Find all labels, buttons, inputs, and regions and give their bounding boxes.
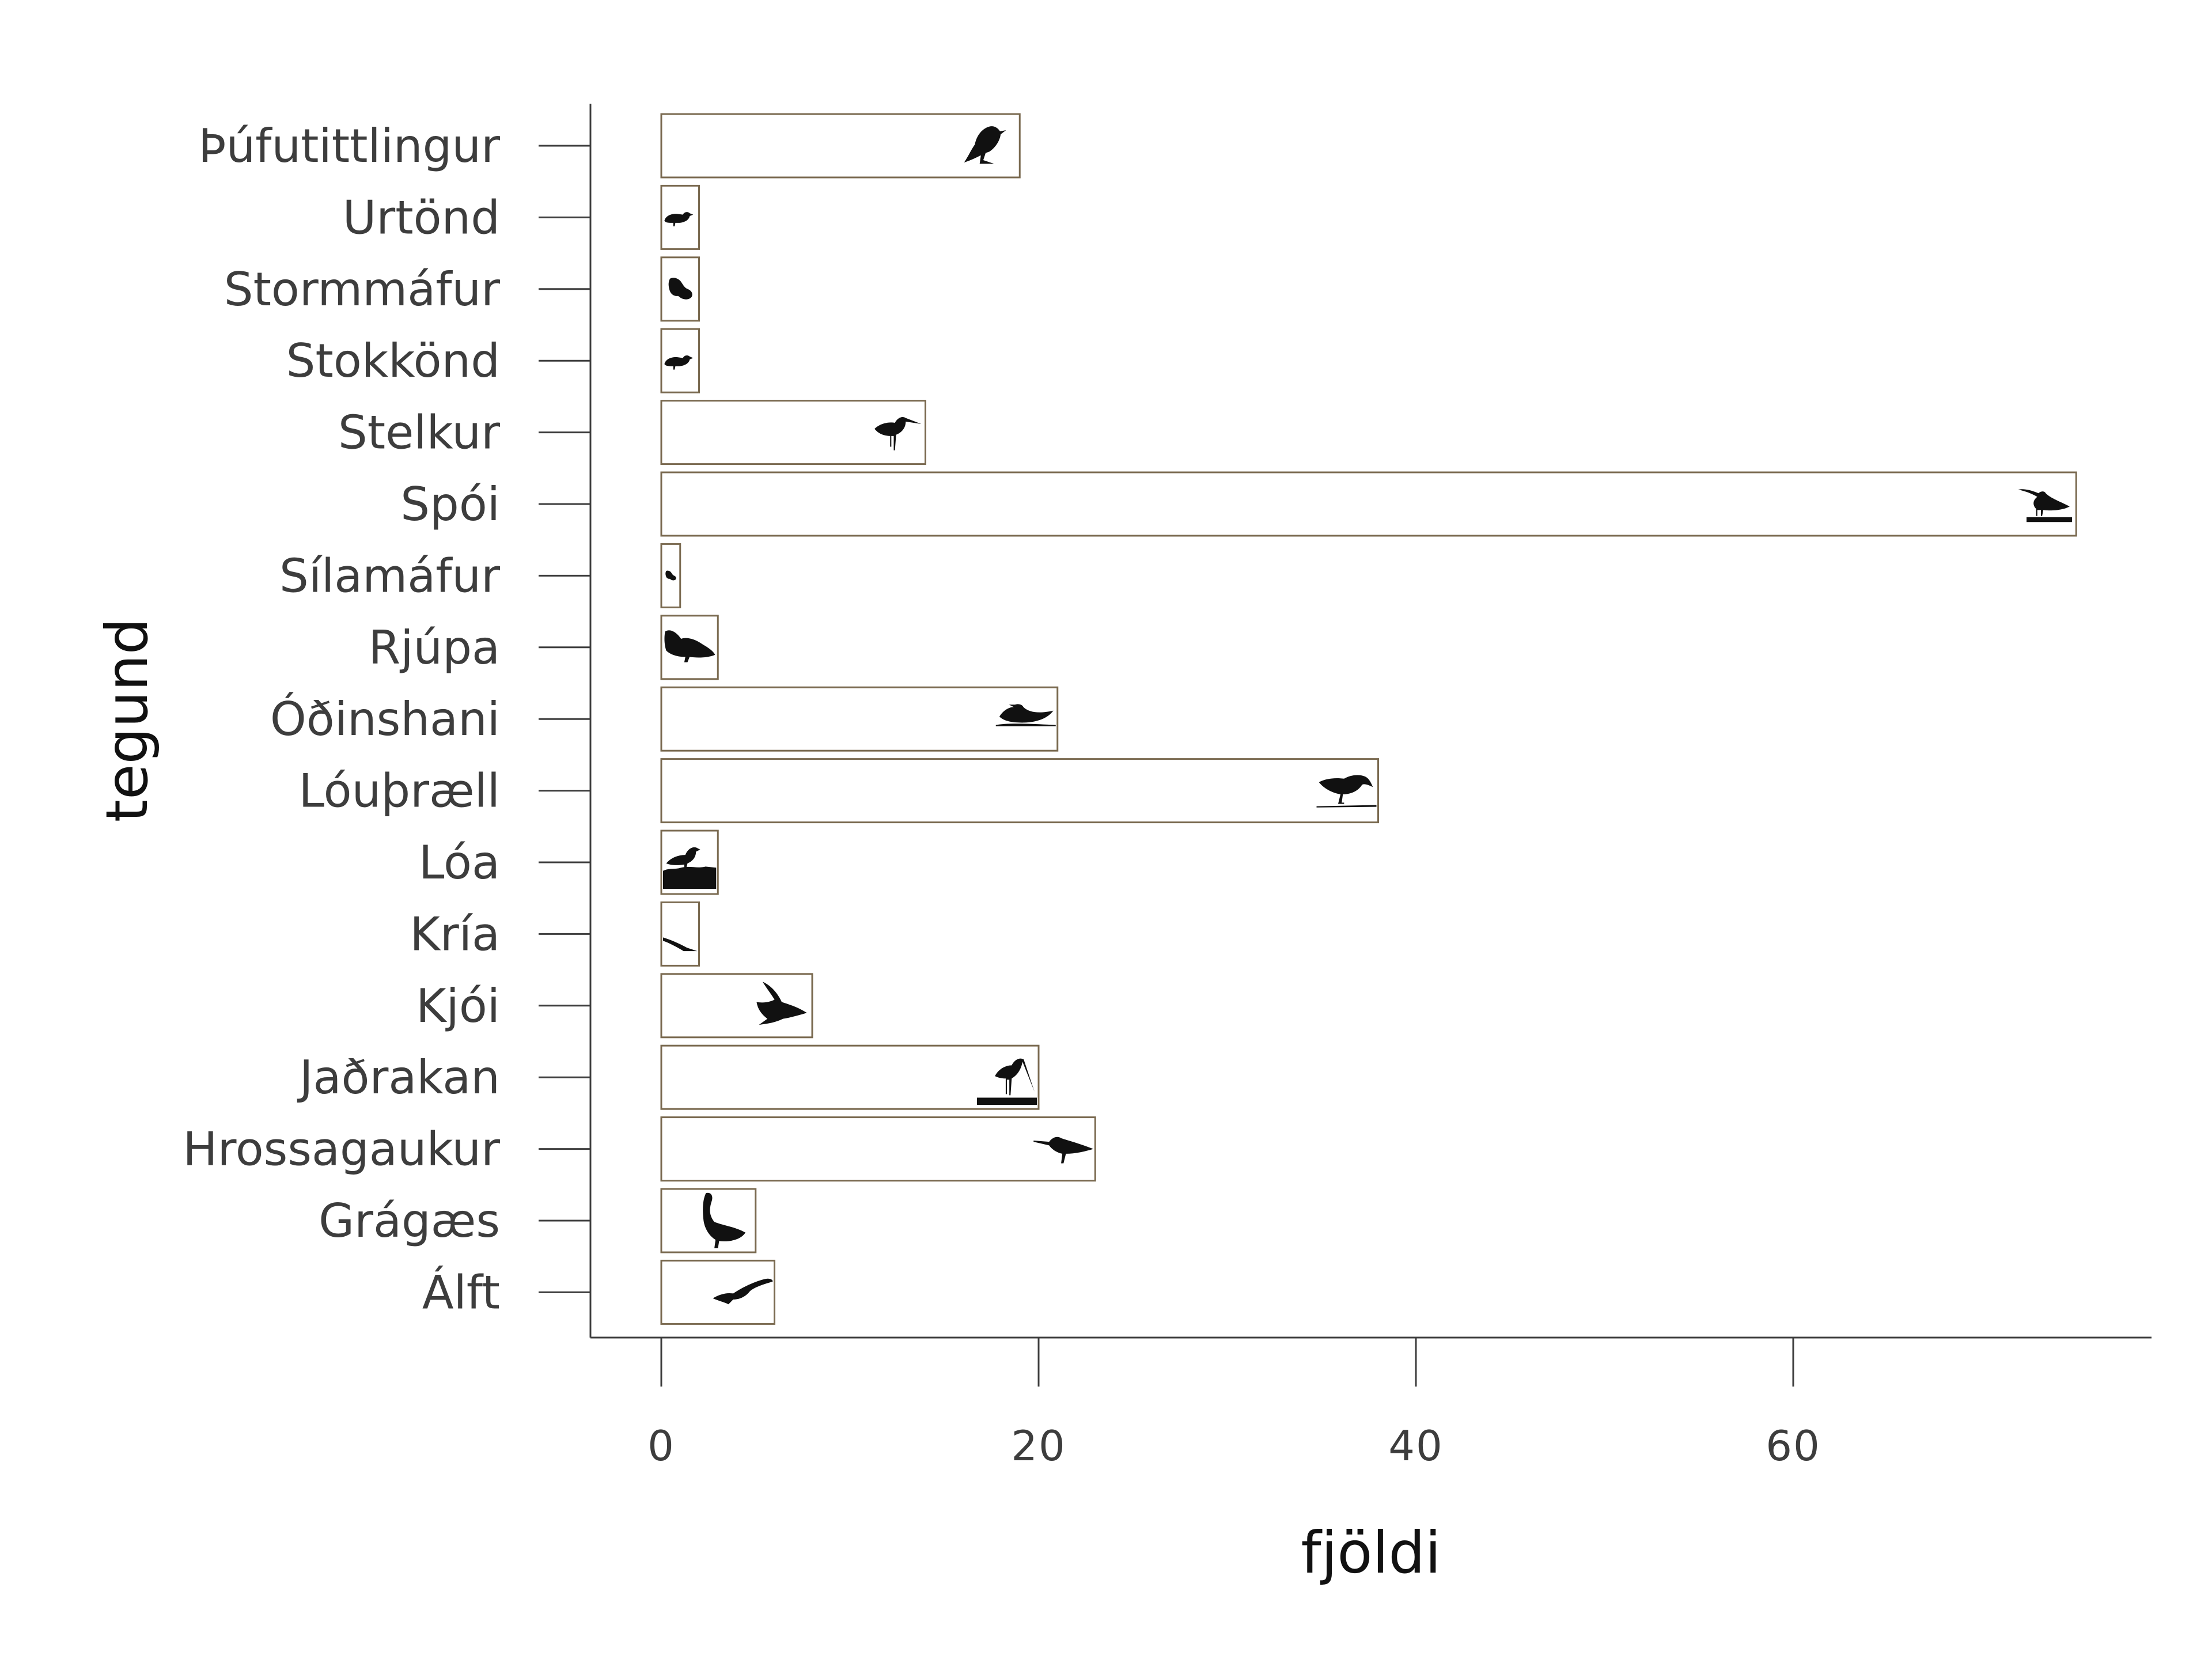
bar-1	[660, 113, 1021, 179]
y-tick-label: Sílamáfur	[279, 549, 500, 603]
y-axis-title: tegund	[93, 618, 161, 822]
bar-17	[660, 1259, 775, 1325]
bar-12	[660, 901, 700, 967]
bar-14	[660, 1044, 1040, 1110]
bar-6	[660, 471, 2077, 537]
x-tick-label: 60	[1766, 1422, 1821, 1470]
y-tick-label: Grágæs	[319, 1194, 500, 1248]
tern-icon	[663, 937, 698, 952]
y-tick-label: Þúfutittlingur	[198, 119, 500, 173]
bar-9	[660, 686, 1059, 752]
y-tick-label: Spói	[400, 478, 500, 531]
redshank-icon	[874, 417, 922, 450]
gull-icon	[668, 278, 692, 300]
goose-icon	[703, 1192, 746, 1248]
y-tick-label: Jaðrakan	[297, 1051, 500, 1104]
y-tick-label: Urtönd	[343, 191, 500, 244]
y-tick-label: Rjúpa	[369, 621, 500, 675]
phalarope-icon	[995, 704, 1056, 726]
bars-layer	[660, 113, 2077, 1325]
bar-15	[660, 1116, 1096, 1182]
x-tick-label: 20	[1011, 1422, 1066, 1470]
duck-icon	[664, 212, 694, 226]
y-tick-label: Óðinshani	[270, 692, 500, 746]
snipe-icon	[1033, 1137, 1094, 1164]
y-tick-label: Kjói	[416, 979, 500, 1033]
duck-icon	[664, 355, 694, 370]
godwit-icon	[977, 1058, 1037, 1105]
ptarmigan-icon	[664, 630, 715, 662]
swan-icon	[713, 1278, 773, 1305]
y-tick-label: Hrossagaukur	[183, 1123, 500, 1176]
y-axis: Þúfutittlingur Urtönd Stormmáfur Stokkönd St…	[183, 104, 592, 1338]
songbird-icon	[964, 126, 1006, 164]
dunlin-icon	[1316, 775, 1377, 808]
y-tick-label: Lóa	[419, 836, 500, 889]
y-tick-label: Kría	[410, 907, 500, 961]
bar-10	[660, 758, 1379, 824]
plover-icon	[663, 847, 717, 889]
x-tick-label: 40	[1388, 1422, 1444, 1470]
y-tick-label: Stokkönd	[286, 334, 500, 388]
x-axis-title: fjöldi	[1301, 1519, 1441, 1586]
y-tick-label: Lóuþræll	[299, 764, 501, 818]
y-tick-label: Álft	[422, 1265, 500, 1319]
whimbrel-icon	[2018, 489, 2073, 522]
x-tick-label: 0	[647, 1422, 675, 1470]
x-axis: 0 20 40 60	[590, 1336, 2152, 1470]
skua-icon	[756, 982, 807, 1025]
y-tick-label: Stelkur	[338, 406, 500, 460]
y-tick-label: Stormmáfur	[224, 263, 500, 316]
gull-icon	[665, 570, 676, 581]
